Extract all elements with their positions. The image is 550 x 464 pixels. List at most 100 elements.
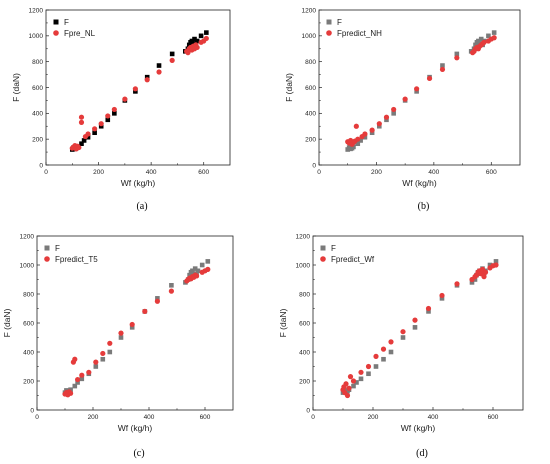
data-point: [192, 36, 197, 42]
data-point: [388, 339, 394, 345]
data-point: [346, 385, 352, 391]
legend-label: F: [64, 18, 69, 27]
data-point: [362, 131, 368, 137]
chart-panel-1: 0 200 400 600 0 200 400 600 800 1000 1200 Wf (kg/h)…: [11, 7, 231, 212]
y-tick-label: 1200: [29, 7, 44, 14]
data-point: [169, 283, 174, 288]
data-point: [194, 38, 200, 44]
data-point: [487, 262, 493, 268]
x-tick-label: 400: [144, 414, 155, 421]
legend: F Fpredict_NH: [326, 18, 382, 38]
y-tick-label: 400: [305, 111, 316, 118]
y-tick-label: 1000: [302, 33, 317, 40]
data-point: [355, 136, 361, 142]
data-point: [472, 277, 478, 282]
data-point: [476, 38, 481, 44]
data-point: [100, 350, 106, 357]
data-point: [78, 119, 85, 125]
y-tick-label: 1000: [20, 262, 35, 269]
x-tick-label: 600: [488, 414, 499, 421]
data-point: [107, 349, 113, 355]
data-point: [493, 259, 499, 264]
data-point: [75, 376, 81, 383]
legend: F Fpredict_Wf: [320, 244, 375, 264]
y-tick-label: 400: [23, 349, 34, 356]
data-point: [204, 30, 209, 35]
x-axis-label: Wf (kg/h): [118, 423, 153, 433]
data-point: [412, 325, 418, 330]
data-point: [491, 35, 497, 41]
x-tick-label: 200: [93, 169, 104, 176]
legend-label: F: [331, 244, 336, 253]
series-fpredict-nh: [345, 35, 497, 147]
x-tick-label: 400: [428, 169, 439, 176]
data-point: [402, 96, 408, 102]
y-tick-label: 200: [23, 378, 34, 385]
series-fpre-nl: [69, 35, 209, 152]
data-point: [194, 44, 200, 51]
data-point: [362, 134, 368, 140]
data-point: [105, 113, 111, 119]
data-point: [354, 380, 359, 385]
y-tick-label: 800: [299, 291, 310, 298]
data-point: [369, 127, 375, 133]
y-tick-label: 600: [305, 85, 316, 92]
data-point: [381, 356, 386, 362]
legend-marker: [44, 245, 50, 251]
data-point: [186, 42, 192, 48]
panel-label: (d): [416, 448, 428, 459]
data-point: [343, 381, 349, 387]
data-point: [168, 288, 174, 294]
data-point: [400, 335, 406, 340]
data-point: [439, 66, 446, 73]
x-tick-label: 200: [88, 414, 99, 421]
data-point: [203, 35, 209, 42]
data-point: [205, 259, 211, 264]
legend: F Fpredict_T5: [44, 244, 98, 264]
data-point: [93, 359, 99, 365]
data-point: [156, 69, 162, 75]
data-point: [76, 144, 82, 151]
data-point: [129, 325, 135, 330]
x-tick-label: 400: [146, 169, 157, 176]
data-point: [169, 51, 175, 57]
y-tick-label: 200: [305, 136, 316, 143]
data-point: [491, 30, 497, 35]
legend-label: Fpredict_T5: [55, 255, 98, 264]
data-point: [72, 356, 78, 362]
data-point: [391, 106, 397, 113]
data-point: [93, 364, 99, 369]
data-point: [132, 86, 138, 92]
data-point: [493, 262, 499, 268]
chart-panel-3: 0 200 400 600 0 200 400 600 800 1000 1200 Wf (kg/h)…: [2, 233, 234, 459]
y-tick-label: 400: [299, 349, 310, 356]
data-point: [383, 114, 390, 120]
panel-label: (c): [133, 448, 144, 459]
data-point: [388, 349, 394, 355]
data-point: [154, 298, 160, 304]
legend-marker: [320, 256, 326, 262]
y-tick-label: 0: [39, 162, 43, 169]
y-tick-label: 800: [32, 59, 43, 66]
data-point: [86, 369, 92, 375]
data-point: [190, 268, 195, 274]
data-point: [358, 376, 364, 382]
data-point: [187, 272, 192, 278]
x-tick-label: 0: [311, 414, 315, 421]
x-tick-label: 600: [486, 169, 497, 176]
x-axis-label: Wf (kg/h): [121, 178, 156, 188]
y-tick-label: 0: [306, 407, 310, 414]
data-point: [79, 376, 85, 382]
data-point: [426, 75, 433, 82]
x-tick-label: 400: [428, 414, 439, 421]
data-point: [198, 33, 204, 39]
data-point: [353, 123, 359, 129]
data-point: [439, 296, 445, 301]
legend-marker: [326, 19, 332, 25]
data-point: [199, 262, 205, 268]
data-point: [85, 134, 91, 140]
data-point: [391, 111, 396, 116]
data-point: [107, 340, 113, 346]
series-fpredict-wf: [340, 262, 499, 399]
